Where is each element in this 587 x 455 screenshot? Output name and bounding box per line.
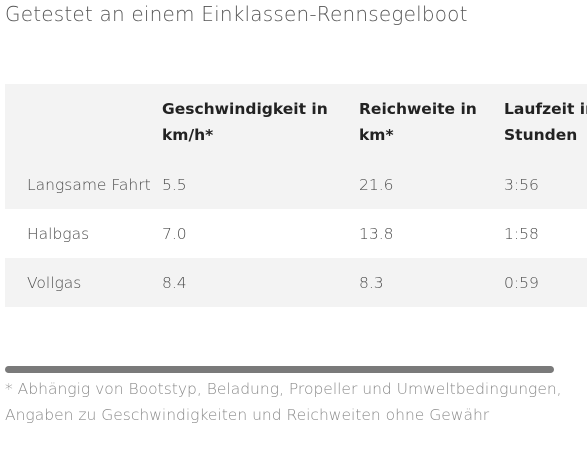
speed-cell: 8.4 [162,274,187,292]
performance-table: Geschwindigkeit in km/h* Reichweite in k… [5,84,587,307]
range-cell: 13.8 [359,225,394,243]
page-heading: Getestet an einem Einklassen-Rennsegelbo… [5,2,468,26]
speed-cell: 7.0 [162,225,187,243]
scrollbar-thumb[interactable] [5,366,554,373]
header-runtime: Laufzeit in Stunden [504,100,587,144]
range-cell: 8.3 [359,274,384,292]
runtime-cell: 0:59 [504,274,539,292]
range-cell: 21.6 [359,176,394,194]
table-row: Halbgas 7.0 13.8 1:58 [5,209,587,258]
table-row: Vollgas 8.4 8.3 0:59 [5,258,587,307]
runtime-cell: 1:58 [504,225,539,243]
speed-cell: 5.5 [162,176,187,194]
footnote: * Abhängig von Bootstyp, Beladung, Prope… [5,380,562,424]
header-speed: Geschwindigkeit in km/h* [162,100,328,144]
runtime-cell: 3:56 [504,176,539,194]
row-label: Vollgas [27,274,82,292]
table-scroll-container[interactable]: Geschwindigkeit in km/h* Reichweite in k… [5,84,587,374]
header-empty [5,84,162,160]
horizontal-scrollbar[interactable] [5,366,587,374]
row-label: Halbgas [27,225,90,243]
header-range: Reichweite in km* [359,100,477,144]
table-header-row: Geschwindigkeit in km/h* Reichweite in k… [5,84,587,160]
table-row: Langsame Fahrt 5.5 21.6 3:56 [5,160,587,209]
row-label: Langsame Fahrt [27,176,151,194]
